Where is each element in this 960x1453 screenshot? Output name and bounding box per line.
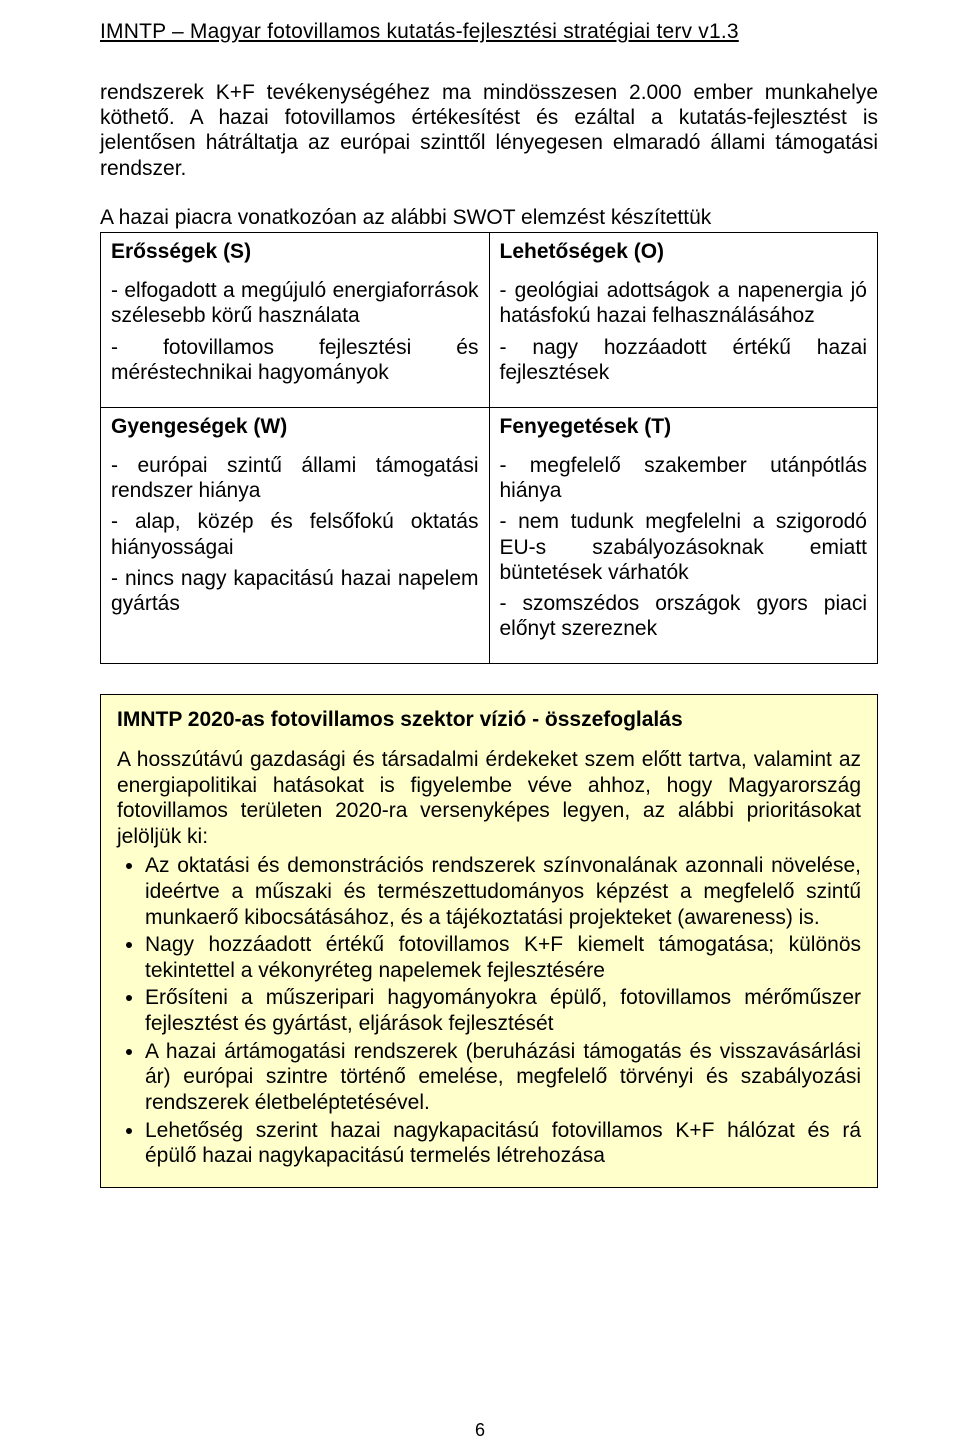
- vision-bullet: Az oktatási és demonstrációs rendszerek …: [145, 853, 861, 930]
- body-text: rendszerek K+F tevékenységéhez ma mindös…: [100, 80, 878, 1188]
- swot-opportunities-title: Lehetőségek (O): [500, 239, 868, 264]
- page-container: IMNTP – Magyar fotovillamos kutatás-fejl…: [0, 0, 960, 1453]
- swot-cell-threats: Fenyegetések (T) - megfelelő szakember u…: [489, 407, 878, 664]
- swot-weaknesses-item: - európai szintű állami támogatási rends…: [111, 453, 479, 503]
- swot-weaknesses-item: - nincs nagy kapacitású hazai napelem gy…: [111, 566, 479, 616]
- swot-cell-weaknesses: Gyengeségek (W) - európai szintű állami …: [101, 407, 490, 664]
- vision-box: IMNTP 2020-as fotovillamos szektor vízió…: [100, 694, 878, 1187]
- vision-bullet: Nagy hozzáadott értékű fotovillamos K+F …: [145, 932, 861, 983]
- vision-intro: A hosszútávú gazdasági és társadalmi érd…: [117, 747, 861, 849]
- page-number: 6: [0, 1420, 960, 1441]
- swot-strengths-item: - fotovillamos fejlesztési és méréstechn…: [111, 335, 479, 385]
- vision-bullet: Erősíteni a műszeripari hagyományokra ép…: [145, 985, 861, 1036]
- swot-weaknesses-title: Gyengeségek (W): [111, 414, 479, 439]
- vision-bullet: A hazai ártámogatási rendszerek (beruház…: [145, 1039, 861, 1116]
- swot-cell-strengths: Erősségek (S) - elfogadott a megújuló en…: [101, 232, 490, 407]
- document-header: IMNTP – Magyar fotovillamos kutatás-fejl…: [100, 20, 878, 44]
- swot-cell-opportunities: Lehetőségek (O) - geológiai adottságok a…: [489, 232, 878, 407]
- swot-threats-title: Fenyegetések (T): [500, 414, 868, 439]
- swot-weaknesses-item: - alap, közép és felsőfokú oktatás hiány…: [111, 509, 479, 559]
- swot-opportunities-item: - nagy hozzáadott értékű hazai fejleszté…: [500, 335, 868, 385]
- swot-table: Erősségek (S) - elfogadott a megújuló en…: [100, 232, 878, 664]
- swot-strengths-item: - elfogadott a megújuló energiaforrások …: [111, 278, 479, 328]
- swot-threats-item: - megfelelő szakember utánpótlás hiánya: [500, 453, 868, 503]
- vision-list: Az oktatási és demonstrációs rendszerek …: [145, 853, 861, 1168]
- swot-threats-item: - szomszédos országok gyors piaci előnyt…: [500, 591, 868, 641]
- swot-opportunities-item: - geológiai adottságok a napenergia jó h…: [500, 278, 868, 328]
- paragraph-1: rendszerek K+F tevékenységéhez ma mindös…: [100, 80, 878, 181]
- swot-threats-item: - nem tudunk megfelelni a szigorodó EU-s…: [500, 509, 868, 585]
- vision-bullet: Lehetőség szerint hazai nagykapacitású f…: [145, 1118, 861, 1169]
- vision-title: IMNTP 2020-as fotovillamos szektor vízió…: [117, 707, 861, 733]
- swot-strengths-title: Erősségek (S): [111, 239, 479, 264]
- swot-intro: A hazai piacra vonatkozóan az alábbi SWO…: [100, 205, 878, 230]
